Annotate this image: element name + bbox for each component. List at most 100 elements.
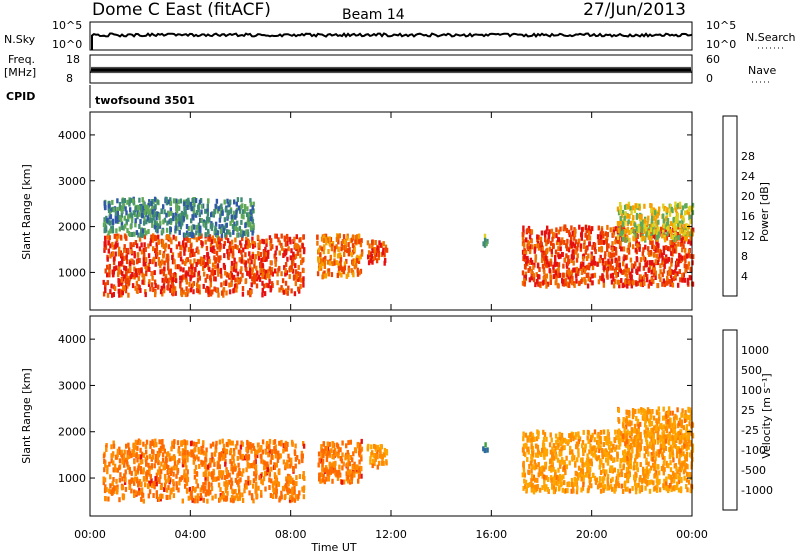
power-cells-cell — [622, 246, 626, 252]
power-cells-cell — [523, 254, 526, 260]
vel-cells-cell — [662, 483, 665, 489]
vel-cells-cell — [599, 488, 603, 494]
vel-cells-cell — [550, 437, 553, 443]
power-cells-cell — [542, 279, 545, 285]
power-cells-cell — [229, 208, 233, 214]
beam-title: Beam 14 — [342, 7, 405, 23]
vel-cells-cell — [232, 498, 235, 504]
power-cells-cell — [627, 219, 630, 225]
power-cells-cell — [626, 283, 629, 289]
power-cells-cell — [683, 229, 687, 235]
vel-cells-cell — [524, 452, 527, 458]
power-cells-cell — [157, 240, 160, 246]
power-cells-cell — [172, 273, 175, 278]
power-cells-cell — [539, 240, 543, 246]
power-cells-cell — [221, 210, 224, 216]
power-cells-cell — [115, 242, 118, 248]
vel-cells-cell — [376, 449, 379, 455]
power-cells-cell — [643, 221, 647, 227]
power-cells-cell — [618, 256, 621, 262]
power-cells-cell — [593, 260, 597, 266]
vel-cells-cell — [587, 465, 590, 471]
power-cells-cell — [371, 259, 374, 265]
vel-cells-cell — [330, 448, 333, 454]
vel-cells-cell — [204, 456, 207, 462]
vel-cells-cell — [151, 454, 154, 460]
vel-cells-cell — [148, 481, 151, 486]
power-cells-cell — [656, 247, 659, 253]
power-cells-cell — [611, 241, 614, 247]
power-cells-cell — [161, 242, 164, 248]
vel-cells-cell — [530, 473, 534, 479]
power-cells-cell — [219, 228, 223, 234]
power-cells-cell — [607, 258, 610, 264]
vel-cells-cell — [212, 441, 215, 447]
power-cells-cell — [356, 271, 360, 277]
power-cells-cell — [613, 279, 617, 284]
power-cells-cell — [640, 277, 644, 283]
vel-cells-cell — [303, 476, 306, 481]
vel-cells-cell — [301, 486, 304, 492]
vel-cells-cell — [118, 465, 121, 471]
power-cells-cell — [284, 271, 287, 277]
vel-cells-cell — [596, 433, 599, 439]
vel-cells-cell — [626, 486, 629, 492]
vel-cells-cell — [656, 449, 659, 455]
vel-cells-cell — [291, 496, 294, 502]
power-cells-cell — [138, 257, 141, 263]
power-cells-cell — [183, 250, 186, 256]
vel-cells-cell — [277, 453, 281, 459]
vel-cells-cell — [122, 454, 126, 460]
vel-cells-cell — [183, 452, 186, 458]
vel-cells-cell — [668, 483, 672, 488]
vel-cells-cell — [593, 445, 597, 451]
power-cells-cell — [182, 212, 185, 217]
vel-cells-cell — [298, 459, 301, 465]
vel-cells-cell — [623, 481, 627, 487]
vel-cells-cell — [231, 454, 234, 460]
power-cells-cell — [358, 239, 361, 245]
power-cells-cell — [382, 241, 385, 247]
power-cells-cell — [531, 244, 534, 250]
power-cells-cell — [258, 239, 261, 245]
power-cells-cell — [224, 232, 227, 238]
power-cells-cell — [638, 266, 641, 272]
vel-cells-cell — [652, 480, 655, 486]
vel-cells-cell — [357, 474, 361, 479]
power-cells-cell — [219, 209, 223, 214]
vel-cells-cell — [187, 451, 191, 457]
power-cells-cell — [321, 261, 325, 266]
vel-cells-cell — [635, 472, 638, 478]
power-cells-cell — [137, 276, 140, 282]
vel-cells-cell — [385, 449, 388, 455]
power-cells-cell — [248, 262, 252, 268]
power-cells-cell — [633, 222, 637, 228]
vel-cells-cell — [160, 461, 163, 467]
power-cells-cell — [574, 249, 577, 255]
vel-cells-cell — [677, 487, 681, 493]
vel-cells-cell — [599, 470, 603, 475]
power-cells-cell — [173, 286, 177, 292]
vel-cells-cell — [176, 440, 180, 446]
power-cells-cell — [533, 248, 536, 254]
power-cells-cell — [650, 269, 653, 275]
power-cells-cell — [659, 269, 662, 275]
power-cells-cell — [249, 225, 253, 231]
power-cells-cell — [637, 241, 641, 247]
power-cells-cell — [295, 234, 298, 240]
power-cells-cell — [636, 270, 639, 275]
power-cells-cell — [655, 225, 659, 231]
power-cells-cell — [678, 258, 681, 264]
power-cells-cell — [284, 262, 288, 267]
vel-cells-cell — [291, 486, 294, 492]
vel-cells-cell — [634, 409, 637, 414]
power-cells-cell — [351, 260, 355, 266]
vel-cells-cell — [560, 481, 563, 487]
power-cells-cell — [251, 230, 254, 236]
vel-cells-cell — [102, 480, 105, 486]
power-cells-cell — [549, 274, 552, 280]
vel-cells-cell — [598, 443, 601, 449]
power-cells-cell — [178, 221, 181, 227]
vel-cells-cell — [665, 460, 668, 466]
vel-cells-cell — [170, 488, 173, 494]
